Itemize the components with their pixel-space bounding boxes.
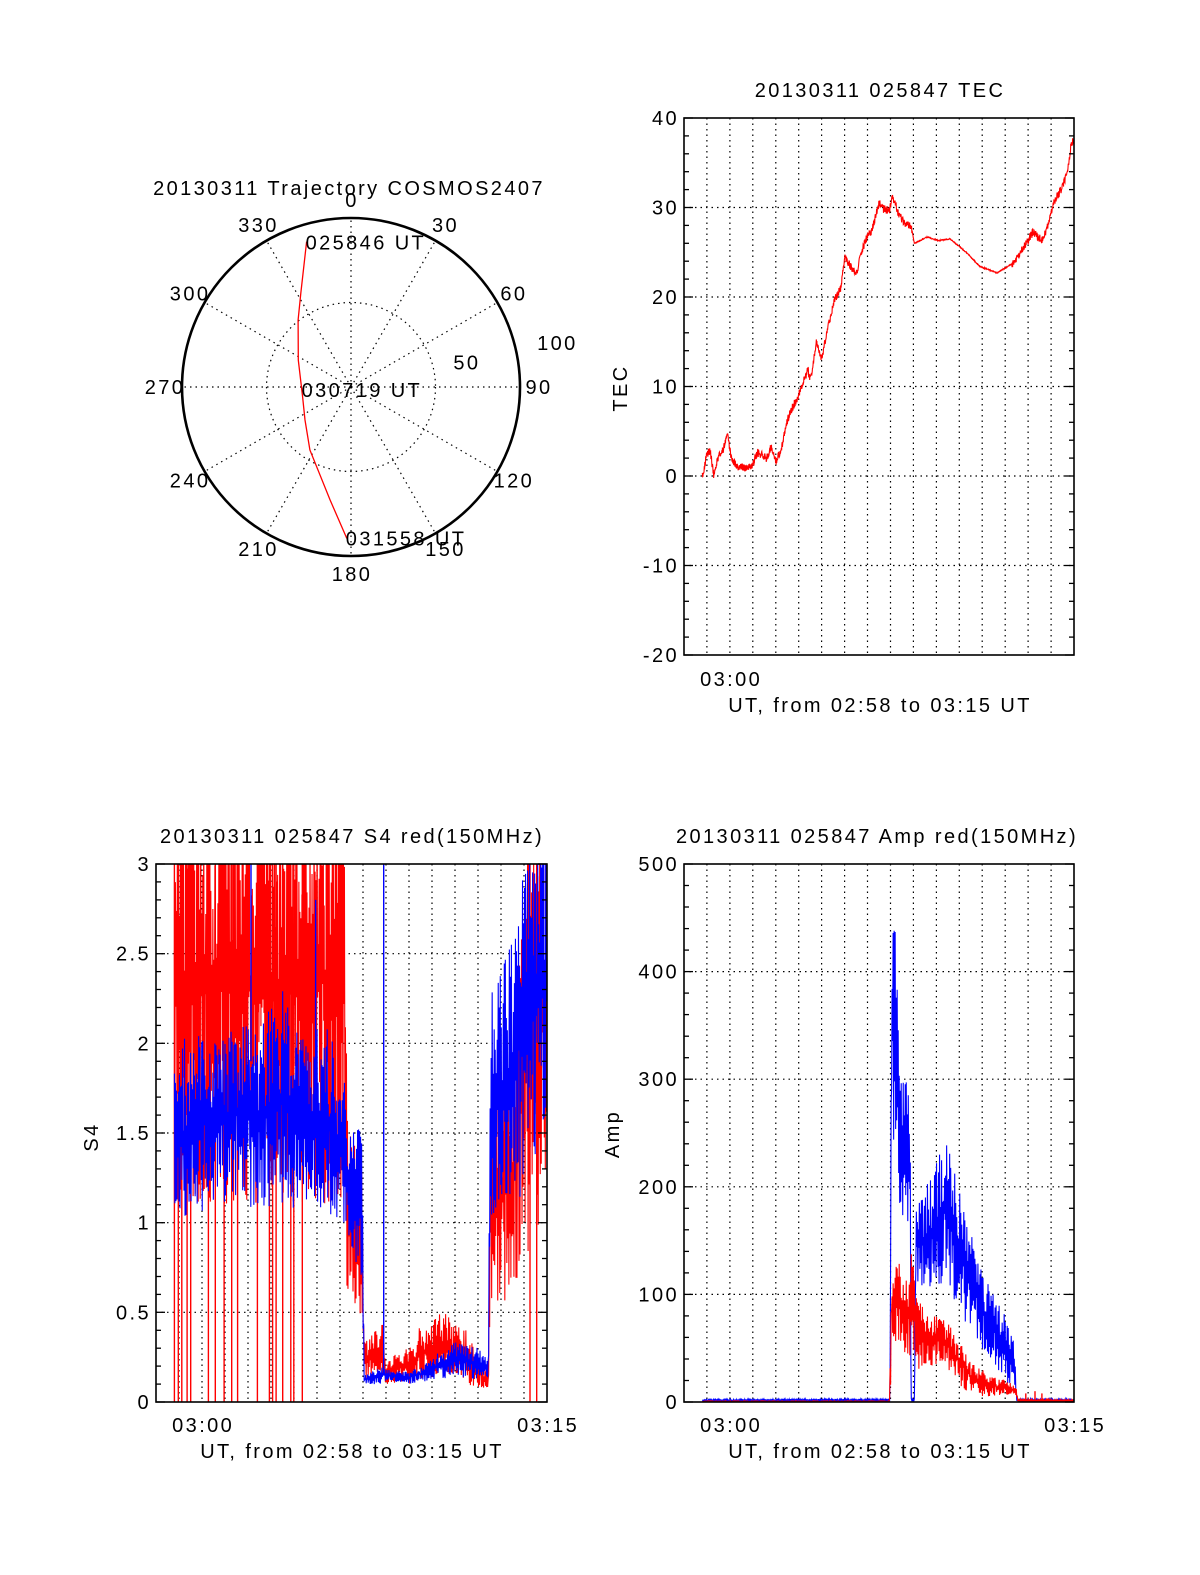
polar-radial-gridline [265, 240, 352, 388]
polar-azimuth-label: 90 [525, 377, 552, 399]
tec-plot: -20 -10 0 10 20 30 40 03:00 [643, 108, 1075, 691]
polar-azimuth-label: 120 [494, 471, 535, 493]
y-tick-label: 500 [638, 854, 679, 876]
tec-panel: 20130311 025847 TEC -20 -10 0 10 20 30 40 03:00… [610, 80, 1075, 717]
tec-y-axis-label: TEC [610, 364, 632, 411]
polar-outer-circle [180, 216, 522, 558]
polar-azimuth-label: 150 [425, 539, 466, 561]
y-tick-label: 0 [665, 1392, 679, 1414]
y-tick-label: 300 [638, 1069, 679, 1091]
polar-radial-gridline [265, 386, 352, 534]
y-tick-label: -10 [643, 556, 679, 578]
polar-time-annotation: 030719 UT [302, 380, 423, 402]
polar-time-annotation: 031558 UT [346, 528, 467, 550]
y-tick-label: 2.5 [116, 944, 151, 966]
series-group [701, 138, 1074, 478]
x-tick-label: 03:15 [1044, 1415, 1106, 1437]
y-tick-label: -20 [643, 645, 679, 667]
polar-azimuth-label: 60 [500, 284, 527, 306]
y-tick-label: 400 [638, 962, 679, 984]
y-tick-label: 1.5 [116, 1123, 151, 1145]
s4-plot: 0 0.5 1 1.5 2 2.5 3 03:00 03:15 [116, 854, 579, 1437]
polar-radial-gridline [350, 386, 437, 534]
polar-trajectory-panel: 20130311 Trajectory COSMOS2407 0 30 60 90 12… [145, 178, 578, 586]
s4-x-axis-label: UT, from 02:58 to 03:15 UT [200, 1441, 504, 1463]
polar-time-annotation: 025846 UT [306, 233, 427, 255]
y-tick-label: 1 [137, 1213, 151, 1235]
series-line [701, 930, 1074, 1402]
polar-azimuth-label: 210 [238, 539, 279, 561]
polar-azimuth-label: 300 [170, 284, 211, 306]
series-group [173, 864, 547, 1402]
y-tick-label: 10 [652, 377, 679, 399]
polar-title: 20130311 Trajectory COSMOS2407 [153, 178, 545, 200]
s4-y-axis-label: S4 [81, 1122, 103, 1151]
y-tick-label: 200 [638, 1177, 679, 1199]
polar-trajectory-line [297, 241, 348, 539]
series-line [701, 138, 1074, 478]
y-tick-label: 30 [652, 198, 679, 220]
y-tick-label: 0 [665, 466, 679, 488]
y-tick-label: 2 [137, 1033, 151, 1055]
y-tick-label: 0 [137, 1392, 151, 1414]
polar-azimuth-label: 270 [145, 377, 186, 399]
polar-azimuth-label: 180 [332, 564, 373, 586]
s4-panel: 20130311 025847 S4 red(150MHz) 0 0.5 1 1.5 2… [81, 826, 579, 1463]
polar-radial-gridline [350, 301, 498, 388]
y-tick-label: 40 [652, 108, 679, 130]
polar-azimuth-label: 330 [238, 215, 279, 237]
polar-radial-gridline [350, 240, 437, 388]
y-tick-label: 3 [137, 854, 151, 876]
tec-title: 20130311 025847 TEC [755, 80, 1006, 102]
polar-azimuth-label: 30 [432, 215, 459, 237]
amp-plot: 0 100 200 300 400 500 03:00 03:15 [638, 854, 1106, 1437]
x-tick-label: 03:00 [700, 1415, 762, 1437]
tec-x-axis-label: UT, from 02:58 to 03:15 UT [728, 695, 1032, 717]
x-tick-label: 03:00 [172, 1415, 234, 1437]
polar-plot: 0 30 60 90 120 150 180 210 240 270 300 330 50 100 0258… [145, 190, 578, 586]
x-tick-label: 03:00 [700, 669, 762, 691]
y-tick-label: 20 [652, 287, 679, 309]
amp-x-axis-label: UT, from 02:58 to 03:15 UT [728, 1441, 1032, 1463]
polar-radial-gridline [350, 386, 498, 473]
s4-title: 20130311 025847 S4 red(150MHz) [160, 826, 544, 848]
polar-radial-label: 50 [453, 352, 480, 374]
amp-panel: 20130311 025847 Amp red(150MHz) 0 100 200 3… [602, 826, 1106, 1463]
polar-radial-gridline [204, 386, 352, 473]
amp-title: 20130311 025847 Amp red(150MHz) [676, 826, 1078, 848]
polar-azimuth-label: 0 [345, 190, 359, 212]
y-tick-label: 0.5 [116, 1302, 151, 1324]
amp-y-axis-label: Amp [602, 1110, 624, 1158]
polar-radial-label: 100 [537, 333, 578, 355]
x-tick-label: 03:15 [517, 1415, 579, 1437]
polar-radial-gridline [204, 301, 352, 388]
plot-frame [683, 863, 1075, 1403]
polar-ring-gridline [265, 301, 437, 473]
y-tick-label: 100 [638, 1284, 679, 1306]
series-line [173, 864, 547, 1385]
polar-azimuth-label: 240 [170, 471, 211, 493]
